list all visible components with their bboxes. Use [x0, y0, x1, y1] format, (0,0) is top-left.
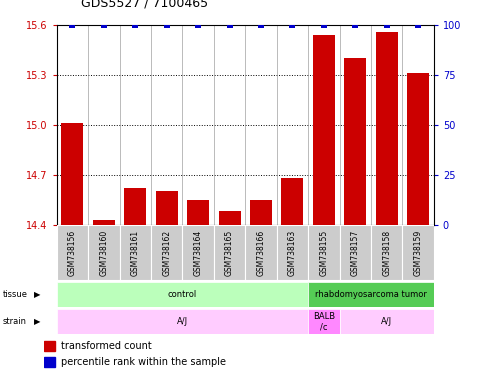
- Bar: [376, 31, 398, 225]
- Text: GSM738162: GSM738162: [162, 229, 171, 276]
- Text: rhabdomyosarcoma tumor: rhabdomyosarcoma tumor: [315, 290, 427, 299]
- Text: GDS5527 / 7100465: GDS5527 / 7100465: [81, 0, 209, 10]
- Bar: [119, 225, 151, 280]
- Text: A/J: A/J: [177, 317, 188, 326]
- Bar: [402, 225, 434, 280]
- Text: ▶: ▶: [34, 317, 40, 326]
- Text: strain: strain: [2, 317, 27, 326]
- Bar: [151, 225, 182, 280]
- Bar: [57, 225, 88, 280]
- Bar: [214, 225, 246, 280]
- Text: GSM738161: GSM738161: [131, 229, 140, 276]
- Text: A/J: A/J: [381, 317, 392, 326]
- Bar: [156, 191, 177, 225]
- Bar: [407, 73, 429, 225]
- Bar: [44, 357, 55, 367]
- Bar: [344, 58, 366, 225]
- Bar: [93, 220, 115, 225]
- Text: GSM738159: GSM738159: [414, 229, 423, 276]
- Text: GSM738164: GSM738164: [194, 229, 203, 276]
- Text: BALB
/c: BALB /c: [313, 312, 335, 331]
- Bar: [218, 211, 241, 225]
- Bar: [308, 225, 340, 280]
- Bar: [308, 282, 434, 307]
- Text: GSM738165: GSM738165: [225, 229, 234, 276]
- Bar: [124, 188, 146, 225]
- Bar: [308, 309, 340, 334]
- Text: transformed count: transformed count: [61, 341, 152, 351]
- Bar: [57, 282, 308, 307]
- Text: tissue: tissue: [2, 290, 28, 299]
- Text: GSM738155: GSM738155: [319, 229, 328, 276]
- Text: ▶: ▶: [34, 290, 40, 299]
- Text: GSM738166: GSM738166: [256, 229, 266, 276]
- Bar: [313, 35, 335, 225]
- Bar: [282, 178, 303, 225]
- Bar: [371, 225, 402, 280]
- Bar: [187, 200, 209, 225]
- Bar: [88, 225, 119, 280]
- Text: control: control: [168, 290, 197, 299]
- Bar: [250, 200, 272, 225]
- Text: GSM738156: GSM738156: [68, 229, 77, 276]
- Text: GSM738160: GSM738160: [99, 229, 108, 276]
- Bar: [340, 309, 434, 334]
- Bar: [57, 309, 308, 334]
- Bar: [277, 225, 308, 280]
- Text: GSM738157: GSM738157: [351, 229, 360, 276]
- Bar: [340, 225, 371, 280]
- Bar: [44, 341, 55, 351]
- Text: GSM738158: GSM738158: [382, 229, 391, 276]
- Text: percentile rank within the sample: percentile rank within the sample: [61, 357, 226, 367]
- Bar: [245, 225, 277, 280]
- Text: GSM738163: GSM738163: [288, 229, 297, 276]
- Bar: [182, 225, 214, 280]
- Bar: [62, 123, 83, 225]
